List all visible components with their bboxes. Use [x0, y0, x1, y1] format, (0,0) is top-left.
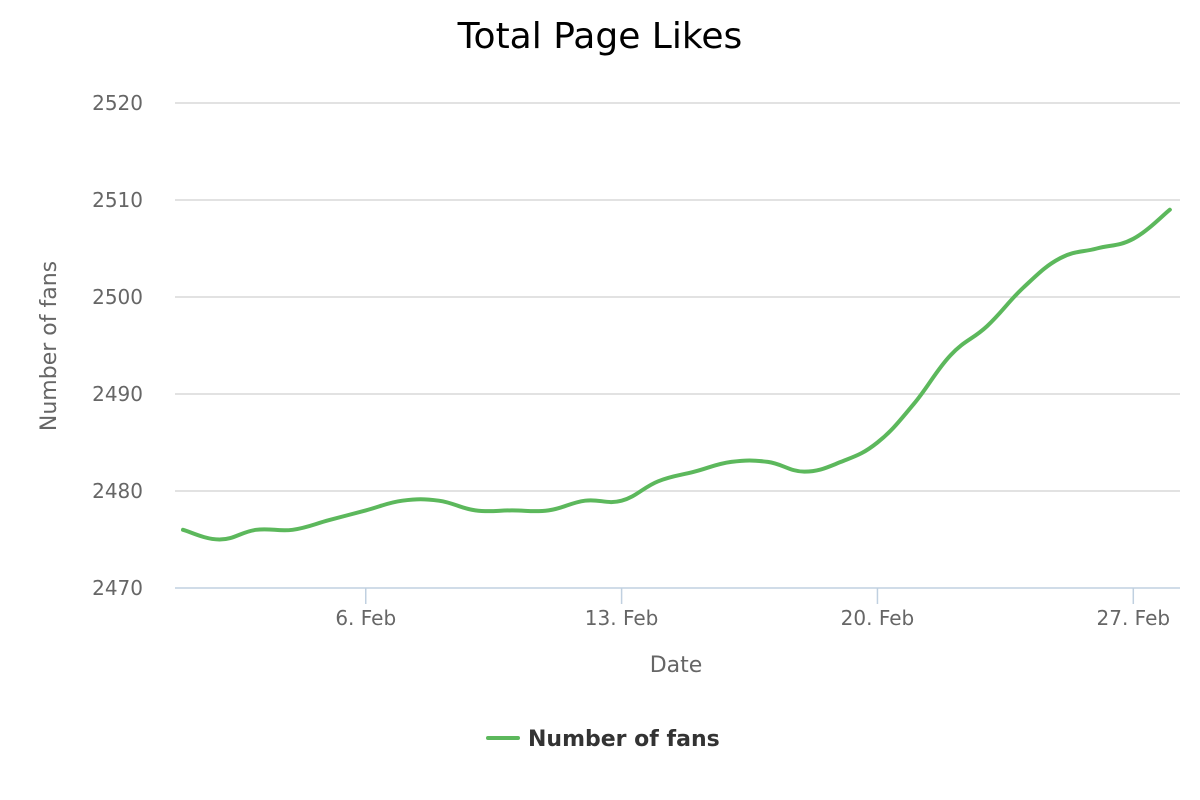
chart-title: Total Page Likes [457, 16, 743, 57]
data-point[interactable] [545, 506, 553, 514]
legend[interactable]: Number of fans [486, 727, 720, 752]
data-point[interactable] [325, 516, 333, 524]
data-point[interactable] [1056, 254, 1064, 262]
data-point[interactable] [508, 506, 516, 514]
data-point[interactable] [727, 458, 735, 466]
y-tick-label: 2500 [92, 285, 143, 309]
data-point[interactable] [1093, 245, 1101, 253]
data-point[interactable] [983, 322, 991, 330]
x-tick-label: 6. Feb [335, 606, 396, 630]
y-tick-label: 2480 [92, 479, 143, 503]
series-layer [179, 206, 1174, 544]
data-point[interactable] [691, 468, 699, 476]
data-point[interactable] [289, 526, 297, 534]
data-point[interactable] [910, 400, 918, 408]
x-axis-ticks: 6. Feb 13. Feb 20. Feb 27. Feb [335, 588, 1170, 630]
x-tick-label: 27. Feb [1097, 606, 1171, 630]
x-tick-label: 13. Feb [585, 606, 659, 630]
data-point[interactable] [362, 506, 370, 514]
data-point[interactable] [618, 497, 626, 505]
data-point[interactable] [947, 351, 955, 359]
data-point[interactable] [216, 536, 224, 544]
data-point[interactable] [252, 526, 260, 534]
series-line[interactable] [181, 207, 1172, 542]
data-point[interactable] [1166, 206, 1174, 214]
data-point[interactable] [764, 458, 772, 466]
y-tick-label: 2510 [92, 188, 143, 212]
y-tick-label: 2470 [92, 576, 143, 600]
data-point[interactable] [873, 439, 881, 447]
y-tick-label: 2520 [92, 91, 143, 115]
data-point[interactable] [179, 526, 187, 534]
data-point[interactable] [471, 506, 479, 514]
data-point[interactable] [398, 497, 406, 505]
gridlines [175, 102, 1180, 492]
data-point[interactable] [581, 497, 589, 505]
data-point[interactable] [1020, 283, 1028, 291]
y-axis-title: Number of fans [37, 261, 62, 431]
data-point[interactable] [654, 477, 662, 485]
legend-label: Number of fans [528, 727, 720, 752]
x-axis-title: Date [650, 653, 703, 678]
data-point[interactable] [837, 458, 845, 466]
data-point[interactable] [800, 468, 808, 476]
data-point[interactable] [1129, 235, 1137, 243]
y-axis-ticks: 2470 2480 2490 2500 2510 2520 [92, 91, 143, 600]
x-tick-label: 20. Feb [841, 606, 915, 630]
data-point[interactable] [435, 497, 443, 505]
y-tick-label: 2490 [92, 382, 143, 406]
